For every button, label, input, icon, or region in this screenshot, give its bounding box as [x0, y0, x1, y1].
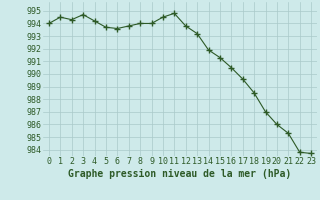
X-axis label: Graphe pression niveau de la mer (hPa): Graphe pression niveau de la mer (hPa)	[68, 169, 292, 179]
